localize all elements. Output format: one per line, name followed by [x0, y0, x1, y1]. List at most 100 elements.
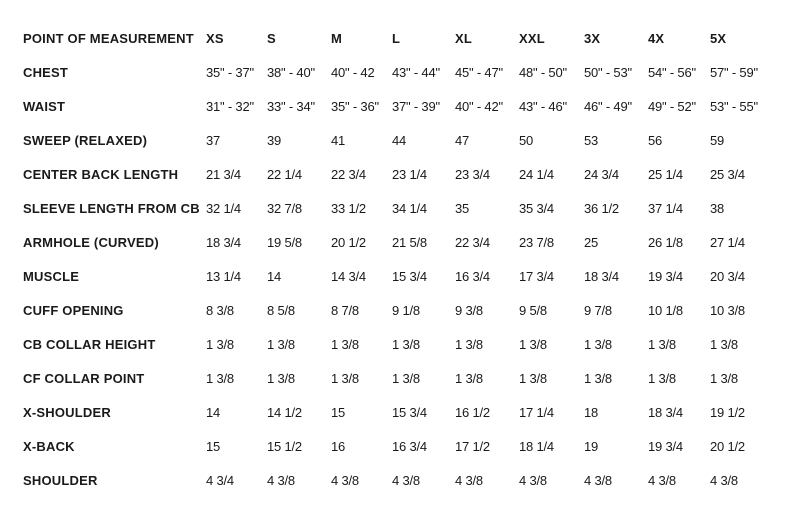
measurement-label: CHEST	[23, 64, 69, 80]
measurement-value-xxl: 24 1/4	[519, 166, 554, 182]
measurement-value-s: 4 3/8	[267, 472, 295, 488]
measurement-value-xxl: 23 7/8	[519, 234, 554, 250]
measurement-value-m: 33 1/2	[331, 200, 366, 216]
measurement-value-xl: 16 1/2	[455, 404, 490, 420]
measurement-value-l: 1 3/8	[392, 370, 420, 386]
measurement-value-m: 1 3/8	[331, 336, 359, 352]
measurement-value-5x: 20 1/2	[710, 438, 745, 454]
measurement-value-m: 16	[331, 438, 346, 454]
measurement-value-m: 15	[331, 404, 346, 420]
table-row: CHEST 35" - 37" 38" - 40" 40" - 42 43" - 44"…	[23, 55, 768, 89]
measurement-value-xl: 16 3/4	[455, 268, 490, 284]
measurement-value-xl: 35	[455, 200, 470, 216]
measurement-value-xs: 15	[206, 438, 221, 454]
table-row: ARMHOLE (CURVED) 18 3/4 19 5/8 20 1/2 21 5/8…	[23, 225, 768, 259]
header-size-4x: 4X	[648, 30, 665, 46]
measurement-value-l: 21 5/8	[392, 234, 427, 250]
measurement-value-3x: 9 7/8	[584, 302, 612, 318]
table-row: SLEEVE LENGTH FROM CB 32 1/4 32 7/8 33 1/2 3…	[23, 191, 768, 225]
measurement-value-xxl: 50	[519, 132, 534, 148]
measurement-value-xs: 1 3/8	[206, 336, 234, 352]
measurement-value-xl: 1 3/8	[455, 370, 483, 386]
measurement-value-5x: 1 3/8	[710, 336, 738, 352]
size-chart-body: CHEST 35" - 37" 38" - 40" 40" - 42 43" - 44"…	[23, 55, 768, 497]
measurement-value-s: 1 3/8	[267, 336, 295, 352]
measurement-label: CUFF OPENING	[23, 302, 124, 318]
table-row: SWEEP (RELAXED) 37 39 41 44 47 50 53 56 59	[23, 123, 768, 157]
table-row: X-BACK 15 15 1/2 16 16 3/4 17 1/2 18 1/4 19 19 3…	[23, 429, 768, 463]
measurement-value-4x: 49" - 52"	[648, 98, 696, 114]
measurement-value-3x: 50" - 53"	[584, 64, 632, 80]
measurement-value-xl: 9 3/8	[455, 302, 483, 318]
measurement-value-5x: 57" - 59"	[710, 64, 758, 80]
measurement-value-xxl: 9 5/8	[519, 302, 547, 318]
table-row: SHOULDER 4 3/4 4 3/8 4 3/8 4 3/8 4 3/8 4 3/8 4 …	[23, 463, 768, 497]
measurement-label: X-SHOULDER	[23, 404, 111, 420]
measurement-value-xl: 1 3/8	[455, 336, 483, 352]
measurement-value-3x: 19	[584, 438, 599, 454]
measurement-value-4x: 10 1/8	[648, 302, 683, 318]
table-row: MUSCLE 13 1/4 14 14 3/4 15 3/4 16 3/4 17 3/4 18…	[23, 259, 768, 293]
header-row: POINT OF MEASUREMENT XS S M L XL XXL 3X …	[23, 21, 768, 55]
header-size-xxl: XXL	[519, 30, 545, 46]
header-size-xl: XL	[455, 30, 473, 46]
measurement-value-s: 8 5/8	[267, 302, 295, 318]
measurement-label: ARMHOLE (CURVED)	[23, 234, 159, 250]
measurement-label: SHOULDER	[23, 472, 98, 488]
measurement-value-m: 20 1/2	[331, 234, 366, 250]
table-row: CUFF OPENING 8 3/8 8 5/8 8 7/8 9 1/8 9 3/8 9 5…	[23, 293, 768, 327]
measurement-label: SLEEVE LENGTH FROM CB	[23, 200, 200, 216]
measurement-value-l: 16 3/4	[392, 438, 427, 454]
measurement-label: CB COLLAR HEIGHT	[23, 336, 156, 352]
measurement-value-5x: 59	[710, 132, 725, 148]
table-row: CF COLLAR POINT 1 3/8 1 3/8 1 3/8 1 3/8 1 3/8…	[23, 361, 768, 395]
measurement-value-4x: 4 3/8	[648, 472, 676, 488]
measurement-value-m: 4 3/8	[331, 472, 359, 488]
measurement-value-xxl: 17 3/4	[519, 268, 554, 284]
header-size-l: L	[392, 30, 401, 46]
measurement-value-xxl: 43" - 46"	[519, 98, 567, 114]
measurement-value-xs: 14	[206, 404, 221, 420]
header-size-3x: 3X	[584, 30, 601, 46]
measurement-value-xl: 22 3/4	[455, 234, 490, 250]
measurement-value-xxl: 48" - 50"	[519, 64, 567, 80]
header-size-m: M	[331, 30, 343, 46]
measurement-value-xxl: 1 3/8	[519, 370, 547, 386]
measurement-value-l: 4 3/8	[392, 472, 420, 488]
measurement-value-l: 23 1/4	[392, 166, 427, 182]
measurement-value-xl: 47	[455, 132, 470, 148]
measurement-value-m: 8 7/8	[331, 302, 359, 318]
measurement-value-s: 32 7/8	[267, 200, 302, 216]
measurement-label: CENTER BACK LENGTH	[23, 166, 179, 182]
measurement-value-l: 34 1/4	[392, 200, 427, 216]
measurement-value-3x: 53	[584, 132, 599, 148]
measurement-value-4x: 37 1/4	[648, 200, 683, 216]
measurement-value-5x: 38	[710, 200, 725, 216]
measurement-value-3x: 25	[584, 234, 599, 250]
measurement-value-4x: 54" - 56"	[648, 64, 696, 80]
measurement-value-4x: 1 3/8	[648, 370, 676, 386]
measurement-value-l: 43" - 44"	[392, 64, 440, 80]
measurement-value-xs: 31" - 32"	[206, 98, 254, 114]
measurement-value-3x: 18 3/4	[584, 268, 619, 284]
measurement-value-l: 15 3/4	[392, 268, 427, 284]
measurement-value-l: 15 3/4	[392, 404, 427, 420]
measurement-value-xs: 18 3/4	[206, 234, 241, 250]
measurement-value-5x: 20 3/4	[710, 268, 745, 284]
measurement-value-s: 19 5/8	[267, 234, 302, 250]
measurement-value-5x: 25 3/4	[710, 166, 745, 182]
measurement-value-5x: 10 3/8	[710, 302, 745, 318]
measurement-value-5x: 19 1/2	[710, 404, 745, 420]
header-size-5x: 5X	[710, 30, 727, 46]
measurement-value-m: 14 3/4	[331, 268, 366, 284]
measurement-value-3x: 36 1/2	[584, 200, 619, 216]
measurement-value-m: 40" - 42	[331, 64, 375, 80]
measurement-value-s: 38" - 40"	[267, 64, 315, 80]
measurement-value-4x: 1 3/8	[648, 336, 676, 352]
measurement-value-xl: 23 3/4	[455, 166, 490, 182]
measurement-value-3x: 18	[584, 404, 599, 420]
measurement-value-l: 37" - 39"	[392, 98, 440, 114]
measurement-value-xs: 1 3/8	[206, 370, 234, 386]
measurement-value-5x: 4 3/8	[710, 472, 738, 488]
